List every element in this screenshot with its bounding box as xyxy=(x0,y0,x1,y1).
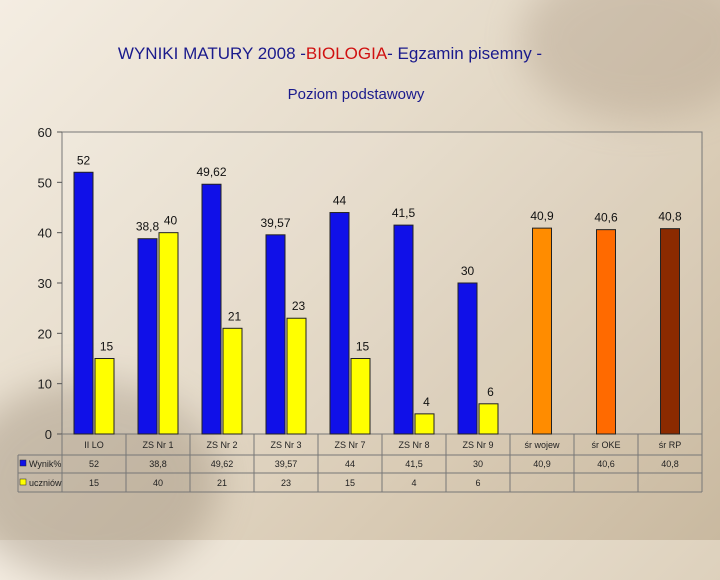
x-category-label: ZS Nr 9 xyxy=(462,440,493,450)
table-cell: 15 xyxy=(89,478,99,488)
table-cell: 40,8 xyxy=(661,459,679,469)
x-category-label: śr OKE xyxy=(591,440,620,450)
x-category-label: śr wojew xyxy=(524,440,560,450)
data-label-wynik: 30 xyxy=(461,264,475,278)
y-tick-label: 50 xyxy=(38,175,52,190)
table-cell: 40,9 xyxy=(533,459,551,469)
x-category-label: ZS Nr 3 xyxy=(270,440,301,450)
table-cell: 4 xyxy=(411,478,416,488)
legend-key-uczniow xyxy=(20,479,26,485)
bar-uczniow xyxy=(95,359,114,435)
data-label-wynik: 52 xyxy=(77,153,91,167)
y-tick-label: 60 xyxy=(38,125,52,140)
data-label-uczniow: 4 xyxy=(423,395,430,409)
bar-wynik xyxy=(458,283,477,434)
data-label-uczniow: 6 xyxy=(487,385,494,399)
data-label-wynik: 40,9 xyxy=(530,209,554,223)
data-label-wynik: 44 xyxy=(333,194,347,208)
table-cell: 39,57 xyxy=(275,459,298,469)
table-cell: 38,8 xyxy=(149,459,167,469)
bar-wynik xyxy=(202,184,221,434)
legend-key-wynik xyxy=(20,460,26,466)
bar-uczniow xyxy=(159,233,178,434)
data-label-wynik: 38,8 xyxy=(136,220,160,234)
table-cell: 52 xyxy=(89,459,99,469)
bar-wynik xyxy=(266,235,285,434)
data-label-uczniow: 15 xyxy=(100,340,114,354)
table-cell: 23 xyxy=(281,478,291,488)
table-cell: 30 xyxy=(473,459,483,469)
table-cell: 6 xyxy=(475,478,480,488)
bar-wynik xyxy=(533,228,552,434)
bar-uczniow xyxy=(351,359,370,435)
table-cell: 21 xyxy=(217,478,227,488)
data-label-wynik: 49,62 xyxy=(196,165,226,179)
data-label-uczniow: 40 xyxy=(164,214,178,228)
y-tick-label: 10 xyxy=(38,377,52,392)
table-cell: 40,6 xyxy=(597,459,615,469)
data-label-uczniow: 21 xyxy=(228,309,242,323)
bar-chart: 01020304050605238,849,6239,574441,53040,… xyxy=(0,0,720,540)
y-tick-label: 40 xyxy=(38,226,52,241)
data-label-wynik: 41,5 xyxy=(392,206,416,220)
bar-wynik xyxy=(138,239,157,434)
table-cell: 49,62 xyxy=(211,459,234,469)
y-tick-label: 0 xyxy=(45,427,52,442)
bar-wynik xyxy=(597,230,616,434)
bar-wynik xyxy=(330,213,349,434)
data-label-uczniow: 15 xyxy=(356,340,370,354)
x-category-label: ZS Nr 7 xyxy=(334,440,365,450)
table-cell: 44 xyxy=(345,459,355,469)
bar-wynik xyxy=(74,172,93,434)
y-tick-label: 20 xyxy=(38,326,52,341)
x-category-label: śr RP xyxy=(659,440,682,450)
bar-wynik xyxy=(394,225,413,434)
x-category-label: ZS Nr 8 xyxy=(398,440,429,450)
bar-uczniow xyxy=(287,318,306,434)
legend-label-uczniow: uczniów xyxy=(29,478,62,488)
data-label-wynik: 40,8 xyxy=(658,210,682,224)
data-label-wynik: 39,57 xyxy=(260,216,290,230)
legend-label-wynik: Wynik% xyxy=(29,459,61,469)
y-tick-label: 30 xyxy=(38,276,52,291)
data-label-wynik: 40,6 xyxy=(594,211,618,225)
bar-uczniow xyxy=(223,328,242,434)
data-label-uczniow: 23 xyxy=(292,299,306,313)
table-cell: 15 xyxy=(345,478,355,488)
table-cell: 40 xyxy=(153,478,163,488)
bar-uczniow xyxy=(415,414,434,434)
table-cell: 41,5 xyxy=(405,459,423,469)
x-category-label: II LO xyxy=(84,440,104,450)
x-category-label: ZS Nr 1 xyxy=(142,440,173,450)
x-category-label: ZS Nr 2 xyxy=(206,440,237,450)
bar-wynik xyxy=(661,229,680,434)
bar-uczniow xyxy=(479,404,498,434)
